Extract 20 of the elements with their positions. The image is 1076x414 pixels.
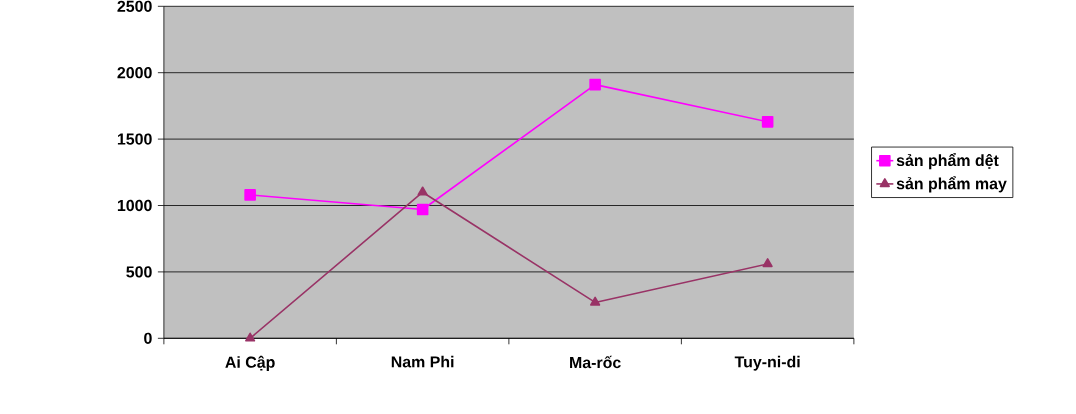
- point: [762, 258, 773, 268]
- y-tick-label: 1500: [117, 133, 152, 145]
- x-tick-label: Nam Phi: [391, 355, 454, 368]
- y-tick-label: 2000: [117, 67, 152, 79]
- legend-label: sản phẩm dệt: [896, 153, 999, 170]
- point: [590, 296, 601, 306]
- y-tick-label: 2500: [117, 0, 152, 12]
- y-tick-label: 500: [126, 266, 152, 278]
- point: [417, 186, 428, 196]
- legend-label: sản phẩm may: [896, 176, 1007, 193]
- x-tick-label: Ai Cập: [225, 355, 275, 372]
- y-tick-label: 0: [144, 332, 152, 344]
- point: [761, 116, 774, 128]
- x-tick-label: Ma-rốc: [570, 355, 621, 369]
- x-tick-label: Tuy-ni-di: [734, 355, 800, 371]
- point: [416, 203, 429, 216]
- point: [245, 332, 256, 342]
- point: [244, 189, 256, 201]
- y-tick-label: 1000: [117, 199, 152, 212]
- point: [589, 78, 601, 91]
